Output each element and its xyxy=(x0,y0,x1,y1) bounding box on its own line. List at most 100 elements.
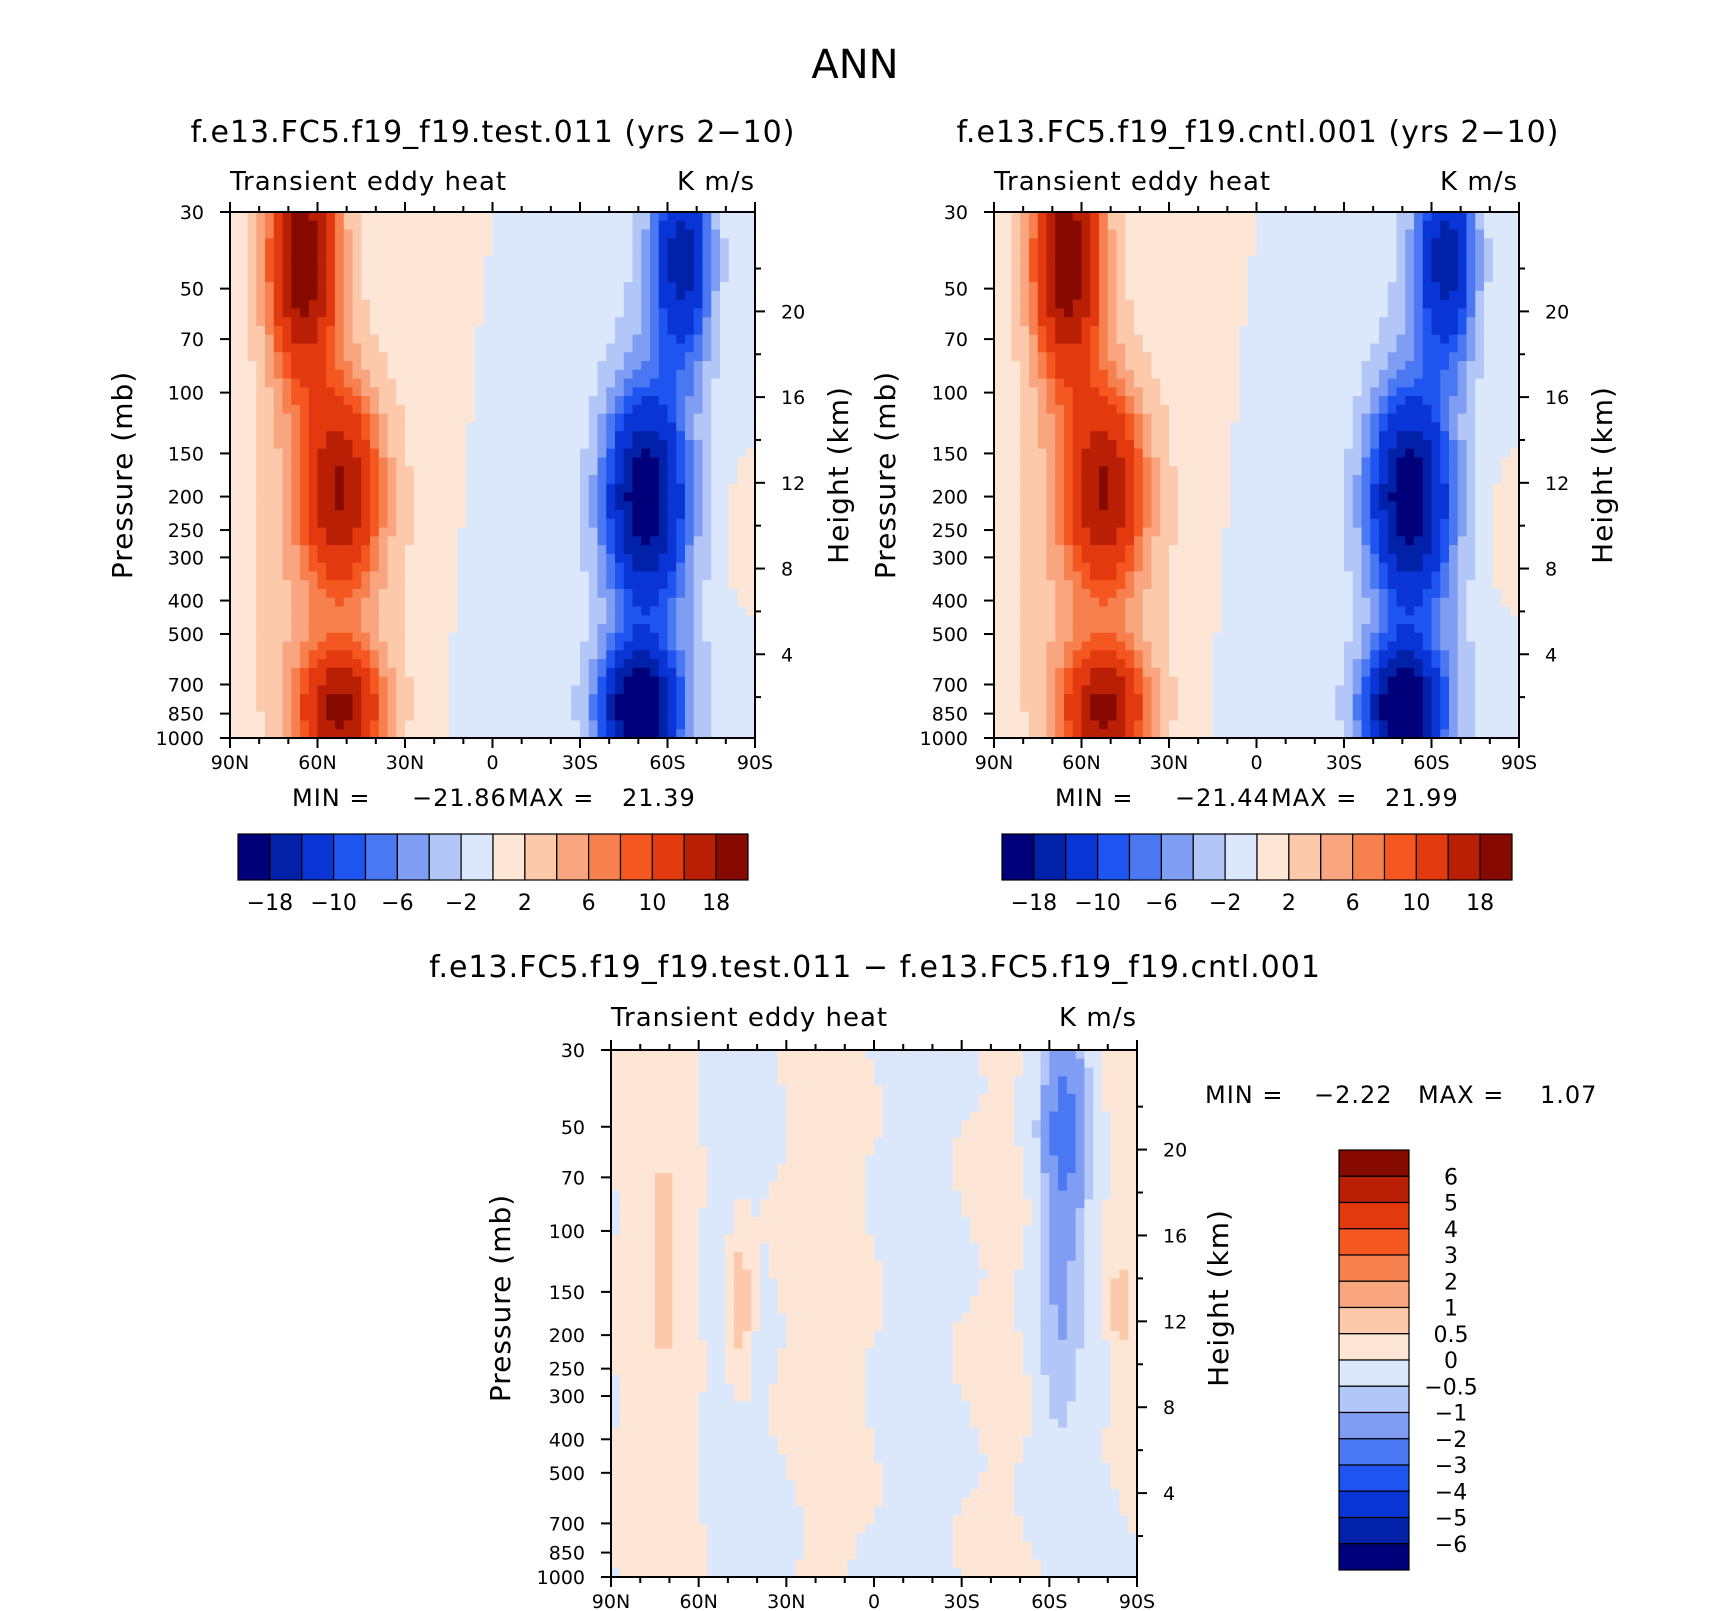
contour-cell xyxy=(693,702,704,713)
contour-cell xyxy=(1011,299,1021,310)
contour-cell xyxy=(1002,220,1013,231)
contour-cell xyxy=(667,475,677,485)
contour-cell xyxy=(615,545,625,555)
contour-cell xyxy=(720,501,730,511)
contour-cell xyxy=(545,229,555,239)
contour-cell xyxy=(658,352,669,362)
contour-cell xyxy=(282,720,292,730)
contour-cell xyxy=(676,343,686,353)
contour-cell xyxy=(475,317,485,327)
contour-cell xyxy=(475,553,485,564)
contour-cell xyxy=(667,361,677,371)
contour-cell xyxy=(1291,290,1301,301)
contour-cell xyxy=(282,492,292,502)
contour-cell xyxy=(1169,264,1179,274)
contour-cell xyxy=(282,290,292,301)
contour-cell xyxy=(1204,273,1214,283)
contour-cell xyxy=(580,667,590,678)
contour-cell xyxy=(378,247,389,257)
contour-cell xyxy=(300,352,310,362)
contour-cell xyxy=(685,580,695,590)
contour-cell xyxy=(1107,282,1118,292)
contour-cell xyxy=(597,361,607,371)
contour-cell xyxy=(518,431,529,441)
contour-cell xyxy=(483,562,494,573)
contour-cell xyxy=(457,588,467,599)
contour-cell xyxy=(413,615,424,625)
contour-cell xyxy=(317,641,327,651)
contour-cell xyxy=(396,720,406,730)
contour-cell xyxy=(265,369,275,380)
contour-cell xyxy=(265,650,275,660)
contour-cell xyxy=(1309,229,1319,239)
contour-cell xyxy=(536,299,546,310)
contour-cell xyxy=(1090,282,1100,292)
contour-cell xyxy=(1352,334,1363,345)
contour-cell xyxy=(300,475,310,485)
contour-cell xyxy=(291,667,301,678)
contour-cell xyxy=(448,466,459,476)
contour-cell xyxy=(685,325,695,336)
contour-cell xyxy=(606,334,616,345)
contour-cell xyxy=(422,527,432,537)
contour-cell xyxy=(737,641,747,651)
contour-cell xyxy=(247,510,257,520)
contour-cell xyxy=(1431,361,1441,371)
contour-cell xyxy=(1195,264,1205,274)
contour-cell xyxy=(1037,299,1048,310)
contour-cell xyxy=(1457,317,1468,327)
contour-cell xyxy=(1151,255,1161,266)
contour-cell xyxy=(1414,352,1424,362)
contour-cell xyxy=(238,711,249,722)
contour-cell xyxy=(431,536,441,546)
contour-cell xyxy=(1510,229,1520,239)
contour-cell xyxy=(230,580,240,590)
contour-cell xyxy=(265,518,275,529)
contour-cell xyxy=(510,352,520,362)
contour-cell xyxy=(632,343,642,353)
contour-cell xyxy=(1046,238,1056,248)
contour-cell xyxy=(510,641,520,651)
contour-cell xyxy=(1309,273,1319,283)
contour-cell xyxy=(571,632,581,643)
contour-cell xyxy=(361,422,371,432)
contour-cell xyxy=(693,606,704,616)
contour-cell xyxy=(370,247,380,257)
contour-cell xyxy=(1107,290,1118,301)
contour-cell xyxy=(273,492,284,502)
contour-cell xyxy=(335,264,345,274)
contour-cell xyxy=(378,422,389,432)
contour-cell xyxy=(1317,352,1328,362)
contour-cell xyxy=(597,711,607,722)
contour-cell xyxy=(387,536,397,546)
contour-cell xyxy=(588,632,599,643)
contour-cell xyxy=(1309,299,1319,310)
contour-cell xyxy=(994,273,1004,283)
contour-cell xyxy=(448,527,459,537)
contour-cell xyxy=(273,413,284,423)
contour-cell xyxy=(265,396,275,406)
contour-cell xyxy=(685,343,695,353)
contour-cell xyxy=(413,343,424,353)
contour-cell xyxy=(518,588,529,599)
contour-cell xyxy=(1361,220,1371,231)
contour-cell xyxy=(413,580,424,590)
contour-cell xyxy=(431,676,441,686)
contour-cell xyxy=(1081,282,1091,292)
contour-cell xyxy=(545,413,555,423)
contour-cell xyxy=(685,606,695,616)
contour-cell xyxy=(317,588,327,599)
contour-cell xyxy=(571,290,581,301)
contour-cell xyxy=(370,369,380,380)
contour-cell xyxy=(265,632,275,643)
contour-cell xyxy=(685,466,695,476)
contour-cell xyxy=(650,580,660,590)
contour-cell xyxy=(405,720,415,730)
contour-cell xyxy=(1160,352,1170,362)
contour-cell xyxy=(265,597,275,608)
contour-cell xyxy=(711,212,721,222)
contour-cell xyxy=(737,290,747,301)
contour-cell xyxy=(553,352,564,362)
contour-cell xyxy=(238,667,249,678)
contour-cell xyxy=(1405,212,1415,222)
